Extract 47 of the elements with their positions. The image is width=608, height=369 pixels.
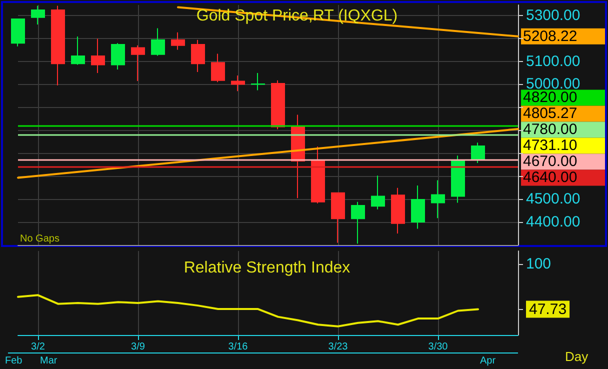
text: Mar [40, 356, 58, 366]
text: Day [565, 349, 589, 364]
ref-line-label: 4640.00 [523, 169, 578, 186]
data-label: 4805.27 [523, 105, 578, 122]
y-tick-label: 47.73 [529, 300, 567, 318]
candlestick [131, 44, 145, 82]
text: Feb [5, 356, 23, 366]
candlestick [11, 18, 25, 47]
candlestick [91, 38, 105, 74]
text: Relative Strength Index [184, 260, 350, 276]
candlestick [151, 28, 165, 56]
x-tick-label: 3/23 [328, 342, 348, 352]
candlestick [271, 80, 285, 130]
candlestick [211, 53, 225, 83]
y-tick-label: 5300.00 [526, 6, 580, 24]
candlestick [71, 36, 85, 66]
y-tick-label: 4500.00 [526, 190, 580, 208]
candlestick [231, 75, 245, 92]
candlestick [331, 192, 345, 244]
x-tick-label: 3/9 [131, 342, 146, 352]
x-tick-label: 3/2 [31, 342, 46, 352]
candlestick [311, 146, 325, 204]
candlestick [51, 5, 65, 86]
candlestick [391, 187, 405, 234]
x-tick-label: 3/30 [428, 342, 448, 352]
y-tick-label: 100 [526, 255, 552, 272]
text: 4731.10 [523, 137, 578, 154]
candlestick [351, 201, 365, 244]
ref-line-label: 4670.00 [523, 153, 578, 170]
line-series [17, 294, 479, 328]
y-tick-label: 5100.00 [526, 52, 580, 70]
y-tick-label: 4400.00 [526, 214, 580, 231]
candlestick [411, 185, 425, 230]
candlestick [251, 72, 265, 91]
x-tick-label: 3/16 [228, 342, 248, 352]
data-label: 5208.22 [523, 28, 578, 45]
candlestick [111, 42, 125, 70]
candlestick [471, 142, 485, 164]
candlestick [451, 155, 465, 204]
candlestick [371, 175, 385, 210]
text: Apr [480, 356, 496, 366]
candlestick [431, 180, 445, 219]
candlestick [171, 32, 185, 50]
candlestick [191, 39, 205, 73]
ref-line-label: 4780.00 [523, 121, 578, 138]
candlestick [31, 5, 45, 26]
annotation: No Gaps [20, 234, 60, 244]
